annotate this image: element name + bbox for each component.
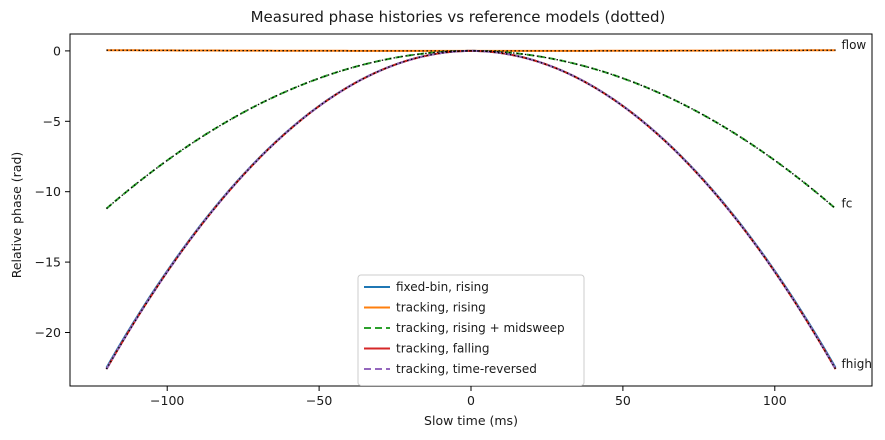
y-tick-label-2: −10 xyxy=(35,184,61,199)
legend-label-3: tracking, falling xyxy=(396,342,490,356)
x-tick-label-4: 100 xyxy=(763,393,787,408)
legend-label-4: tracking, time-reversed xyxy=(396,362,537,376)
y-tick-label-0: 0 xyxy=(53,43,61,58)
reference-model-line-2 xyxy=(105,50,837,370)
curve-labels: flow fc fhigh xyxy=(842,38,872,371)
legend-label-0: fixed-bin, rising xyxy=(396,280,489,294)
plot-area xyxy=(105,49,837,370)
x-tick-label-0: −100 xyxy=(150,393,184,408)
legend-label-2: tracking, rising + midsweep xyxy=(396,321,565,335)
curve-label-2: fhigh xyxy=(842,357,872,371)
y-tick-label-3: −15 xyxy=(35,255,61,270)
series-line-2 xyxy=(105,49,837,210)
reference-model-line-1 xyxy=(106,50,836,210)
curve-label-1: fc xyxy=(842,197,853,211)
y-tick-label-1: −5 xyxy=(43,114,61,129)
legend-label-1: tracking, rising xyxy=(396,301,486,315)
y-tick-label-4: −20 xyxy=(35,325,61,340)
legend: fixed-bin, rising tracking, rising trackin… xyxy=(357,274,585,386)
chart-title: Measured phase histories vs reference mo… xyxy=(251,8,666,26)
legend-box xyxy=(357,274,585,386)
x-axis-label: Slow time (ms) xyxy=(424,413,518,428)
x-tick-label-3: 50 xyxy=(615,393,631,408)
x-tick-label-1: −50 xyxy=(306,393,332,408)
y-axis-label: Relative phase (rad) xyxy=(9,152,24,279)
axis-ticks: −100 −50 0 50 100 0 −5 −10 −15 −20 xyxy=(35,43,787,408)
curve-label-0: flow xyxy=(842,38,867,52)
x-tick-label-2: 0 xyxy=(467,393,475,408)
series-line-4 xyxy=(105,49,837,370)
